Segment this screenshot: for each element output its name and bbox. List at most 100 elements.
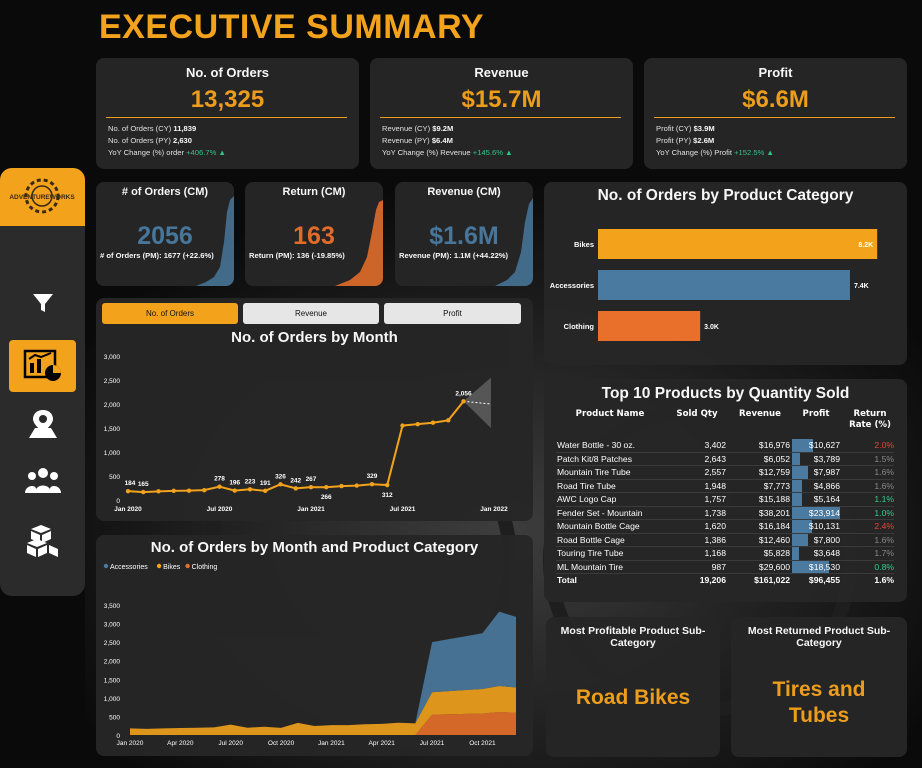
sidebar-item-filter[interactable] bbox=[8, 278, 77, 328]
product-name-cell: Fender Set - Mountain bbox=[557, 507, 643, 518]
table-cell: $18,530 bbox=[808, 561, 840, 572]
mini-sub: Revenue (PM): 1.1M (+44.22%) bbox=[399, 251, 509, 260]
product-name-cell: ML Mountain Tire bbox=[557, 561, 624, 572]
table-cell: 1.7% bbox=[874, 548, 894, 558]
table-cell: $16,184 bbox=[758, 521, 790, 531]
profit-databar bbox=[792, 547, 800, 560]
row-divider bbox=[556, 519, 894, 520]
table-cell: 3,402 bbox=[704, 440, 726, 450]
map-pin-icon bbox=[28, 410, 57, 438]
product-name-cell: Road Bottle Cage bbox=[557, 534, 625, 545]
product-name-cell: Water Bottle - 30 oz. bbox=[557, 440, 636, 450]
table-cell: $3,789 bbox=[813, 453, 840, 464]
product-name-cell: Mountain Bottle Cage bbox=[557, 521, 640, 531]
table-cell: 2,557 bbox=[704, 467, 726, 477]
sidebar-item-dashboard[interactable] bbox=[9, 340, 76, 392]
table-cell: $7,800 bbox=[813, 534, 840, 545]
table-cell: $15,188 bbox=[758, 494, 790, 504]
profit-databar bbox=[792, 493, 803, 506]
logo-text: ADVENTUREWORKS bbox=[9, 194, 75, 201]
dashboard-icon bbox=[23, 349, 61, 381]
column-header[interactable]: Revenue bbox=[739, 409, 781, 419]
chart-title: No. of Orders by Month bbox=[231, 329, 398, 346]
sidebar-item-map[interactable] bbox=[8, 400, 77, 450]
kpi-py: Profit (PY) $2.6M bbox=[656, 136, 715, 145]
sidebar-item-customers[interactable] bbox=[8, 455, 77, 505]
boxes-icon bbox=[26, 525, 58, 557]
row-divider bbox=[556, 505, 894, 507]
row-divider bbox=[556, 492, 894, 493]
kpi-card-profit: Profit $6.6M Profit (CY) $3.9M Profit (P… bbox=[644, 58, 907, 169]
row-divider bbox=[556, 532, 894, 534]
sparkline-area bbox=[335, 200, 383, 286]
filter-icon bbox=[32, 294, 53, 312]
sidebar-item-products[interactable] bbox=[8, 516, 77, 566]
table-cell: $6,052 bbox=[763, 453, 790, 464]
row-divider bbox=[556, 451, 894, 453]
product-name-cell: Road Tire Tube bbox=[557, 480, 616, 491]
row-divider bbox=[556, 559, 894, 561]
table-cell: $5,164 bbox=[813, 494, 840, 504]
tab-orders[interactable]: No. of Orders bbox=[102, 303, 238, 324]
tab-revenue[interactable]: Revenue bbox=[243, 303, 379, 324]
table-cell: $12,460 bbox=[758, 534, 790, 545]
row-divider bbox=[556, 478, 894, 480]
mini-title: Revenue (CM) bbox=[427, 186, 501, 198]
callout-value: Road Bikes bbox=[575, 686, 691, 709]
chart-title: No. of Orders by Month and Product Categ… bbox=[150, 539, 479, 556]
column-header[interactable]: Return Rate (%) bbox=[849, 409, 891, 430]
table-cell: $10,627 bbox=[808, 440, 840, 450]
row-divider bbox=[556, 573, 894, 574]
sparkline-area bbox=[196, 196, 234, 286]
table-title: Top 10 Products by Quantity Sold bbox=[601, 385, 850, 402]
table-cell: 987 bbox=[711, 561, 726, 572]
orders-by-product-category-panel: No. of Orders by Product Category bbox=[544, 182, 907, 365]
table-cell: 1,620 bbox=[704, 521, 726, 531]
table-cell: 1.6% bbox=[874, 480, 894, 491]
table-cell: 1.0% bbox=[874, 507, 894, 518]
table-cell: $16,976 bbox=[758, 440, 790, 450]
kpi-cy: Revenue (CY) $9.2M bbox=[382, 124, 454, 133]
profit-databar bbox=[792, 533, 808, 546]
page-title: EXECUTIVE SUMMARY bbox=[99, 8, 485, 46]
table-cell: 1,386 bbox=[704, 534, 726, 545]
table-cell: $29,600 bbox=[758, 561, 790, 572]
mini-value: 2056 bbox=[137, 222, 193, 250]
table-cell: $7,987 bbox=[813, 467, 840, 477]
row-divider bbox=[556, 465, 894, 466]
table-cell: 1.1% bbox=[874, 494, 894, 504]
table-cell: 1,168 bbox=[704, 548, 726, 558]
sparkline-area bbox=[495, 198, 533, 286]
column-header[interactable]: Product Name bbox=[575, 409, 645, 419]
profit-databar bbox=[792, 479, 802, 492]
column-header[interactable]: Sold Qty bbox=[676, 409, 718, 419]
table-cell: $4,866 bbox=[813, 480, 840, 491]
divider bbox=[654, 117, 895, 118]
product-name-cell: AWC Logo Cap bbox=[557, 494, 617, 504]
kpi-value: $15.7M bbox=[461, 86, 542, 113]
kpi-value: 13,325 bbox=[190, 86, 265, 113]
divider bbox=[106, 117, 347, 118]
column-header[interactable]: Profit bbox=[802, 409, 830, 419]
mini-card-orders-cm: # of Orders (CM) 2056 # of Orders (PM): … bbox=[96, 182, 234, 286]
mini-card-revenue-cm: Revenue (CM) $1.6M Revenue (PM): 1.1M (+… bbox=[395, 182, 533, 286]
profit-databar bbox=[792, 439, 814, 452]
table-cell: $3,648 bbox=[813, 548, 840, 558]
mini-card-return-cm: Return (CM) 163 Return (PM): 136 (-19.85… bbox=[245, 182, 383, 286]
orders-by-month-panel: No. of Orders by Month bbox=[96, 298, 533, 521]
adventureworks-logo[interactable]: ADVENTUREWORKS bbox=[0, 168, 85, 226]
product-name-cell: Touring Tire Tube bbox=[557, 548, 624, 558]
orders-by-category-month-panel: No. of Orders by Month and Product Categ… bbox=[96, 535, 533, 756]
total-cell: $161,022 bbox=[754, 575, 790, 585]
kpi-title: No. of Orders bbox=[185, 65, 270, 80]
profit-databar bbox=[792, 452, 800, 465]
mini-title: Return (CM) bbox=[282, 186, 346, 198]
total-cell: 19,206 bbox=[699, 575, 726, 585]
table-cell: 1,757 bbox=[704, 494, 726, 504]
tab-profit[interactable]: Profit bbox=[384, 303, 521, 324]
profit-databar bbox=[792, 560, 830, 573]
callout-title: Most Profitable Product Sub-Category bbox=[560, 625, 706, 649]
table-cell: 1.6% bbox=[874, 467, 894, 477]
table-cell: 1.6% bbox=[874, 534, 894, 545]
kpi-card-orders: No. of Orders 13,325 No. of Orders (CY) … bbox=[96, 58, 359, 169]
